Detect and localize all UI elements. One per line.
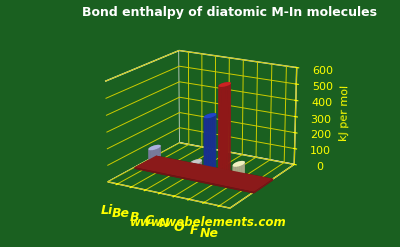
Text: www.webelements.com: www.webelements.com [130,216,286,229]
Text: Bond enthalpy of diatomic M-In molecules: Bond enthalpy of diatomic M-In molecules [82,6,377,19]
